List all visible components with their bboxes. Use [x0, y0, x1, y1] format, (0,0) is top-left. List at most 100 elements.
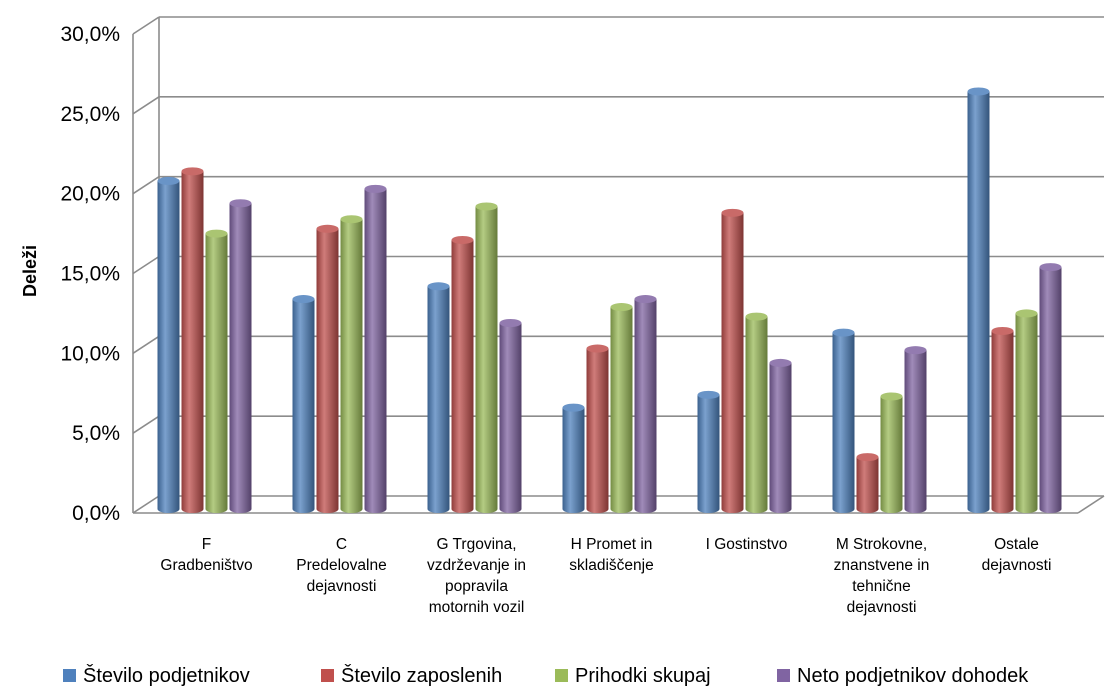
category-label-line: dejavnosti	[982, 557, 1052, 574]
bar	[427, 282, 450, 513]
category-label-line: M Strokovne,	[836, 536, 927, 553]
bar-body	[157, 180, 180, 514]
bar-body	[340, 219, 363, 514]
y-tick-label: 10,0%	[60, 342, 120, 365]
y-tick-label: 25,0%	[60, 103, 120, 126]
gridline-side	[132, 495, 160, 514]
bar-body	[586, 348, 609, 513]
bar	[697, 390, 720, 513]
category-label: C Predelovalne dejavnosti	[296, 536, 386, 595]
bar-body	[205, 233, 228, 514]
bar-body	[769, 362, 792, 513]
legend-label: Prihodki skupaj	[575, 665, 711, 687]
bar-top	[586, 344, 609, 353]
category-label: I Gostinstvo	[706, 536, 788, 553]
bar-body	[451, 239, 474, 513]
bar	[316, 224, 339, 513]
bar-top	[904, 346, 927, 355]
category-label-line: Ostale	[994, 536, 1039, 553]
bar-top	[157, 176, 180, 185]
category-label-line: tehnične	[852, 578, 911, 595]
category-label-line: I Gostinstvo	[706, 536, 788, 553]
bar-body	[610, 307, 633, 513]
bar-top	[427, 282, 450, 291]
bar-body	[697, 394, 720, 513]
bar-top	[856, 453, 879, 462]
bar-body	[1015, 313, 1038, 513]
bar-top	[292, 295, 315, 304]
bar-top	[880, 392, 903, 401]
bar-body	[316, 228, 339, 513]
bar-top	[451, 235, 474, 244]
category-label-line: G Trgovina,	[436, 536, 516, 553]
bar	[364, 184, 387, 514]
bar-body	[832, 332, 855, 513]
bar	[586, 344, 609, 513]
y-tick-labels: 0,0% 5,0% 10,0% 15,0% 20,0% 25,0% 30,0%	[60, 23, 120, 525]
bar-top	[991, 326, 1014, 335]
y-tick-label: 0,0%	[72, 502, 120, 525]
category-label-line: dejavnosti	[307, 578, 377, 595]
gridline-side	[132, 175, 160, 195]
bar	[904, 346, 927, 513]
legend-label: Število podjetnikov	[83, 664, 250, 687]
bar-top	[499, 318, 522, 327]
bar	[610, 303, 633, 513]
bar-top	[769, 358, 792, 367]
bar-top	[562, 403, 585, 412]
gridline-side	[132, 335, 160, 355]
legend-item: Prihodki skupaj	[555, 665, 711, 687]
bar-body	[904, 350, 927, 513]
bar-top	[181, 167, 204, 176]
y-tick-label: 5,0%	[72, 422, 120, 445]
bar-body	[721, 212, 744, 513]
bar	[292, 295, 315, 513]
gridline-side	[132, 96, 160, 115]
bar	[721, 208, 744, 513]
bar	[967, 87, 990, 513]
bar-body	[634, 299, 657, 513]
gridline-side	[132, 255, 160, 275]
bar	[205, 229, 228, 514]
bar-body	[745, 316, 768, 513]
y-axis-label: Deleži	[20, 245, 40, 297]
legend-swatch	[63, 669, 76, 682]
category-label-line: F	[202, 536, 211, 553]
category-label-line: popravila	[445, 578, 508, 595]
bar	[475, 202, 498, 513]
gridline-side	[132, 415, 160, 434]
legend-item: Število podjetnikov	[63, 664, 250, 687]
bar-top	[1039, 263, 1062, 272]
category-label-line: Predelovalne	[296, 557, 386, 574]
bar	[856, 453, 879, 513]
bar-body	[967, 91, 990, 513]
legend-swatch	[321, 669, 334, 682]
bar	[832, 328, 855, 513]
legend-swatch	[777, 669, 790, 682]
bar-top	[610, 303, 633, 312]
bar-top	[745, 312, 768, 321]
category-label-line: vzdrževanje in	[427, 557, 526, 574]
gridline-side	[132, 16, 160, 35]
bar-body	[229, 203, 252, 513]
bar-body	[880, 396, 903, 513]
bar-body	[181, 171, 204, 513]
bar	[745, 312, 768, 513]
bar	[1015, 309, 1038, 513]
category-label: Ostale dejavnosti	[982, 536, 1052, 574]
bar	[562, 403, 585, 513]
legend-swatch	[555, 669, 568, 682]
y-tick-label: 20,0%	[60, 183, 120, 206]
legend-item: Število zaposlenih	[321, 664, 502, 687]
category-label-line: znanstvene in	[834, 557, 930, 574]
bar-top	[340, 215, 363, 224]
bar-body	[364, 188, 387, 514]
bar-top	[1015, 309, 1038, 318]
bar-body	[1039, 267, 1062, 513]
y-tick-label: 15,0%	[60, 263, 120, 286]
category-label-line: C	[336, 536, 347, 553]
bar	[499, 318, 522, 513]
legend-label: Število zaposlenih	[341, 664, 502, 687]
bar	[229, 199, 252, 513]
category-label-line: motornih vozil	[429, 599, 525, 616]
